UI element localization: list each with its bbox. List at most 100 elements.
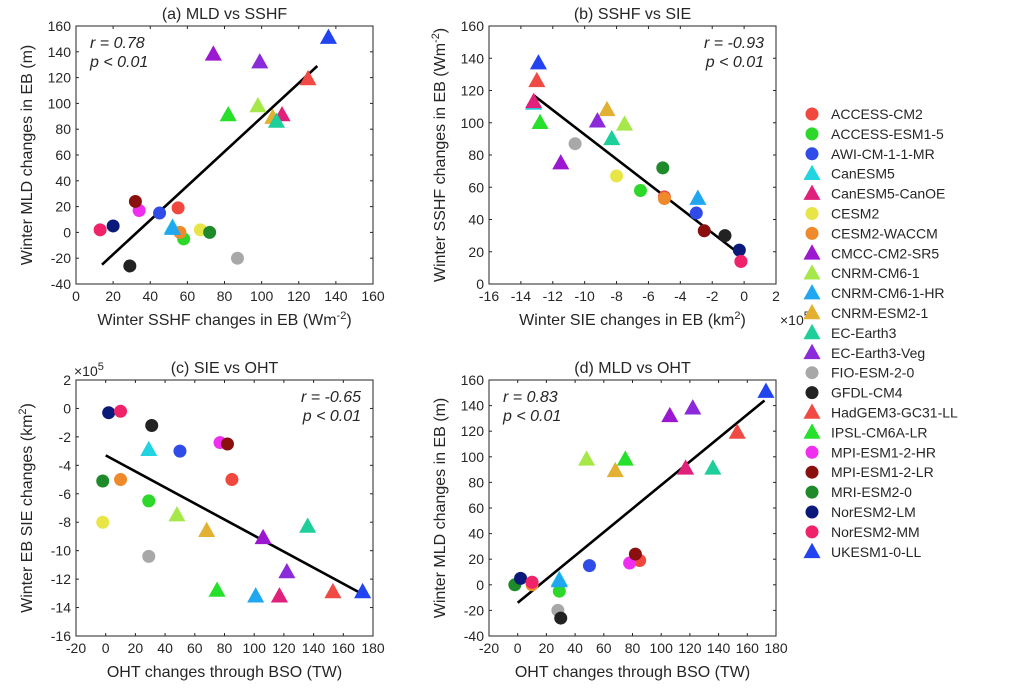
legend-marker	[803, 542, 821, 559]
data-point	[529, 54, 547, 70]
data-point	[588, 112, 606, 128]
data-point	[552, 154, 570, 170]
data-point	[247, 587, 265, 603]
legend-label: ACCESS-ESM1-5	[831, 126, 944, 142]
legend-marker	[803, 284, 821, 300]
x-tick-label: 0	[514, 640, 522, 656]
x-tick-label: 80	[217, 640, 233, 656]
regression-line	[516, 399, 766, 604]
data-point	[633, 183, 647, 197]
y-tick-label: 0	[63, 224, 71, 240]
legend-marker	[803, 164, 821, 180]
data-point	[114, 404, 128, 418]
data-point	[278, 563, 296, 579]
y-tick-label: 120	[461, 423, 485, 439]
legend-item: MPI-ESM1-2-HR	[805, 444, 936, 460]
y-tick-label: -6	[59, 486, 72, 502]
y-tick-label: 160	[48, 18, 72, 34]
x-tick-label: 40	[157, 640, 173, 656]
legend-label: CNRM-CM6-1-HR	[831, 285, 945, 301]
y-tick-label: 80	[468, 474, 484, 490]
legend-item: CNRM-ESM2-1	[803, 304, 928, 321]
legend-marker	[803, 423, 821, 439]
x-tick-label: 60	[596, 640, 612, 656]
legend-marker	[805, 465, 819, 479]
legend-marker	[805, 107, 819, 121]
y-axis-label: Winter MLD changes in EB (m)	[19, 45, 36, 266]
p-value: p < 0.01	[302, 408, 361, 425]
p-value: p < 0.01	[705, 54, 764, 71]
data-point	[616, 450, 634, 466]
x-tick-label: 20	[128, 640, 144, 656]
legend-marker	[805, 226, 819, 240]
data-point	[718, 229, 732, 243]
x-tick-label: 140	[302, 640, 326, 656]
legend-item: NorESM2-MM	[805, 524, 920, 540]
data-point	[568, 137, 582, 151]
legend-marker	[805, 147, 819, 161]
x-tick-label: 160	[736, 640, 760, 656]
data-point	[267, 112, 286, 128]
legend-item: CESM2	[805, 206, 879, 222]
x-tick-label: -14	[511, 288, 531, 304]
legend-item: CanESM5-CanOE	[803, 184, 945, 202]
data-point	[734, 254, 748, 268]
x-tick-label: 100	[650, 640, 674, 656]
x-tick-label: -20	[66, 640, 86, 656]
data-point	[552, 584, 566, 598]
data-point	[704, 459, 722, 475]
y-tick-label: 60	[468, 179, 484, 195]
x-tick-label: 0	[72, 288, 80, 304]
y-tick-label: 20	[468, 551, 484, 567]
legend-item: MRI-ESM2-0	[805, 484, 912, 500]
data-point	[531, 113, 549, 130]
x-axis-label: OHT changes through BSO (TW)	[107, 664, 342, 681]
legend-label: NorESM2-MM	[831, 524, 920, 540]
panel-title: (a) MLD vs SSHF	[162, 6, 288, 23]
legend-item: CMCC-CM2-SR5	[803, 244, 939, 261]
data-point	[603, 129, 621, 146]
data-point	[319, 28, 337, 44]
y-tick-label: 20	[55, 199, 71, 215]
legend-label: CESM2-WACCM	[831, 225, 938, 241]
x-tick-label: -2	[706, 288, 719, 304]
y-tick-label: 120	[461, 83, 485, 99]
y-tick-label: 0	[476, 577, 484, 593]
legend-label: CESM2	[831, 206, 879, 222]
data-point	[230, 251, 244, 265]
x-tick-label: -20	[479, 640, 499, 656]
legend-label: AWI-CM-1-1-MR	[831, 146, 935, 162]
data-point	[598, 100, 616, 117]
data-point	[757, 382, 775, 398]
data-point	[171, 201, 185, 215]
legend-marker	[805, 525, 819, 539]
y-tick-label: 160	[461, 18, 485, 34]
y-tick-label: 60	[55, 147, 71, 163]
data-point	[732, 243, 746, 257]
data-point	[142, 549, 156, 563]
y-tick-label: -12	[51, 571, 71, 587]
legend-item: ACCESS-ESM1-5	[805, 126, 944, 142]
legend-item: EC-Earth3-Veg	[803, 343, 925, 361]
y-tick-label: -40	[51, 276, 71, 292]
data-point	[204, 45, 222, 61]
y-tick-label: 40	[468, 526, 484, 542]
data-point	[661, 406, 679, 423]
y-tick-label: 120	[48, 70, 72, 86]
data-point	[525, 575, 539, 589]
x-tick-label: 160	[361, 288, 385, 304]
x-tick-label: 60	[180, 288, 196, 304]
legend-item: GFDL-CM4	[805, 385, 903, 401]
y-tick-label: 80	[55, 121, 71, 137]
x-axis-label: Winter SSHF changes in EB (Wm-2)	[97, 310, 351, 329]
legend-label: NorESM2-LM	[831, 504, 916, 520]
y-axis-label: Winter SSHF changes in EB (Wm-2)	[430, 28, 449, 282]
y-tick-label: 100	[48, 95, 72, 111]
legend-marker	[805, 386, 819, 400]
legend-label: CanESM5-CanOE	[831, 186, 945, 202]
x-tick-label: 0	[102, 640, 110, 656]
y-axis-label: Winter MLD changes in EB (m)	[432, 398, 449, 619]
legend-label: MPI-ESM1-2-LR	[831, 464, 934, 480]
x-tick-label: 20	[539, 640, 555, 656]
data-point	[142, 494, 156, 508]
